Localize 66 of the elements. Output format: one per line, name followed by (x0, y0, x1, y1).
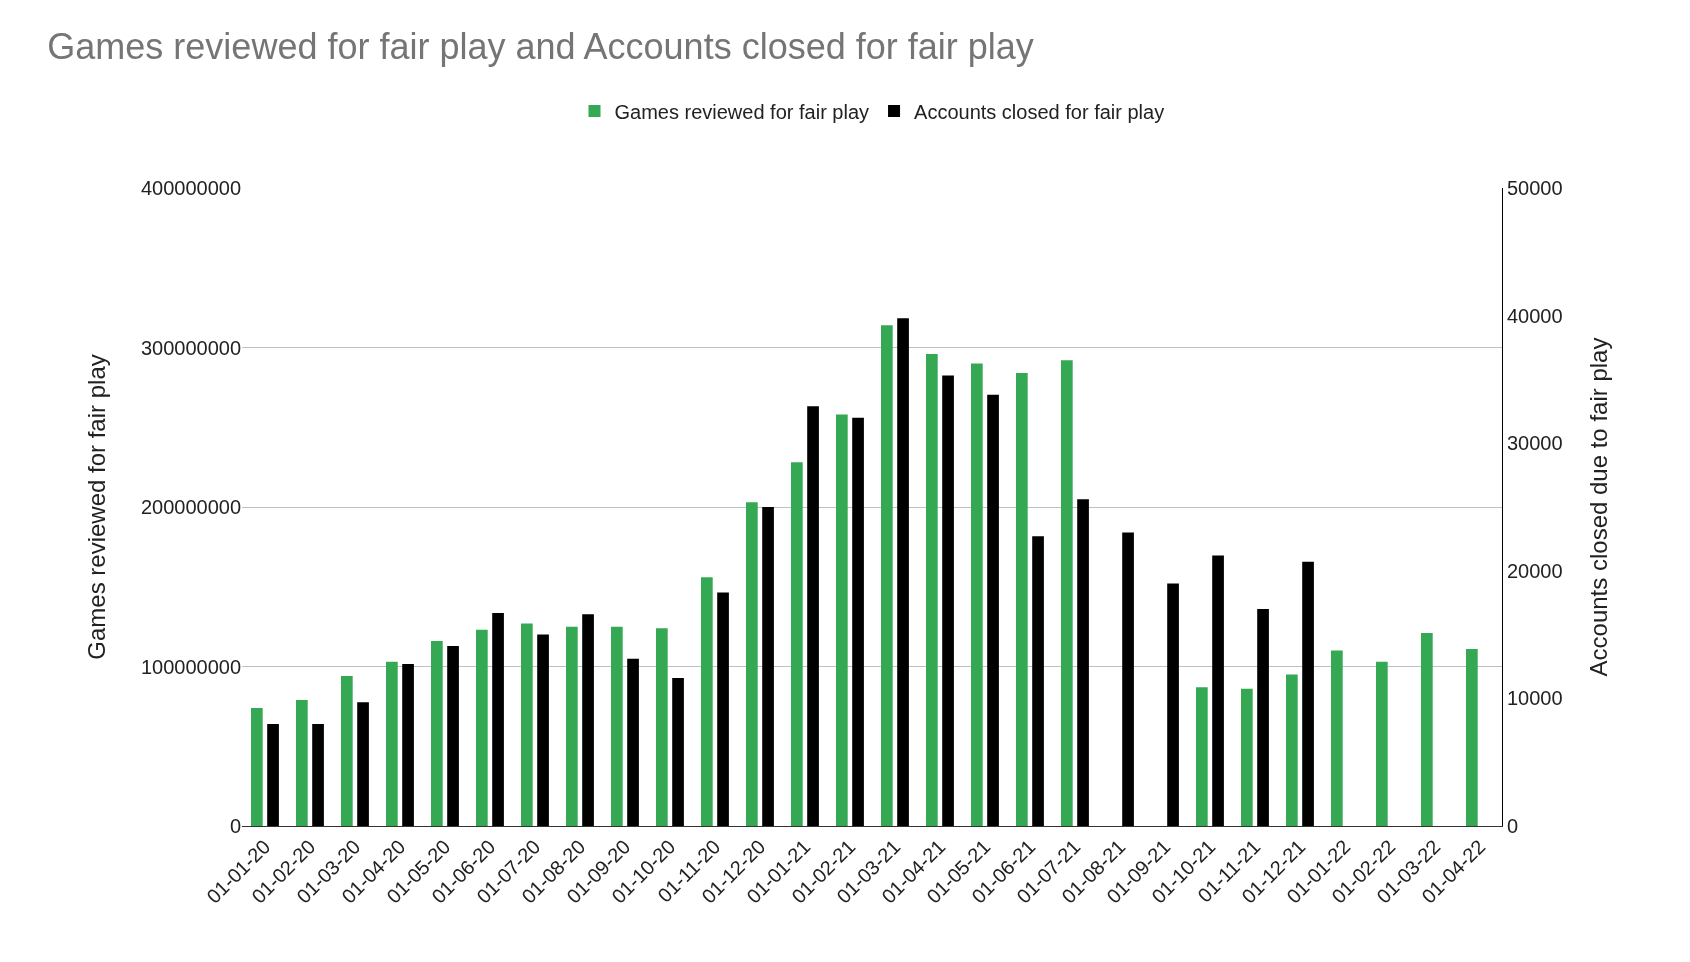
y-tick-label: 100000000 (140, 655, 241, 678)
bar (492, 612, 504, 826)
bar (942, 375, 954, 826)
bar (1061, 360, 1073, 826)
bar (1376, 661, 1388, 826)
bar (627, 658, 639, 826)
chart-title: Games reviewed for fair play and Accounts closed for fair play (47, 25, 1034, 67)
bar (296, 700, 308, 826)
bar (582, 614, 594, 826)
bar (1466, 648, 1478, 826)
bar (431, 640, 443, 826)
bar (611, 626, 623, 826)
y2-tick-label: 50000 (1507, 177, 1563, 199)
y-axis-title: Games reviewed for fair play (82, 354, 110, 660)
y-tick-label: 300000000 (140, 336, 241, 359)
legend-label: Accounts closed for fair play (914, 100, 1165, 123)
bar (341, 676, 353, 826)
bar (762, 507, 774, 826)
y2-tick-label: 10000 (1507, 687, 1563, 710)
y2-axis-title: Accounts closed due to fair play (1584, 337, 1612, 677)
bar (447, 646, 459, 826)
bar (537, 634, 549, 826)
bar (386, 661, 398, 826)
bar (656, 628, 668, 826)
bar (1196, 687, 1208, 826)
bar (852, 417, 864, 826)
bar (1077, 499, 1089, 826)
bar (1016, 373, 1028, 826)
bar (1241, 688, 1253, 826)
bar (267, 723, 279, 826)
bar (521, 623, 533, 826)
legend-label: Games reviewed for fair play (614, 100, 870, 123)
bar (566, 626, 578, 826)
bar (357, 702, 369, 826)
bar (312, 723, 324, 826)
bar (897, 318, 909, 826)
bar (1032, 536, 1044, 826)
y2-tick-label: 40000 (1507, 304, 1563, 327)
bar (672, 677, 684, 826)
bar (1122, 532, 1134, 826)
y2-tick-label: 0 (1507, 815, 1519, 837)
bar (971, 363, 983, 826)
bar (746, 502, 758, 826)
y-tick-label: 400000000 (140, 177, 241, 199)
bar (251, 707, 263, 826)
y-tick-label: 0 (229, 815, 241, 837)
bar (476, 629, 488, 826)
y2-tick-label: 30000 (1507, 432, 1563, 455)
bar (987, 394, 999, 826)
bar (881, 325, 893, 826)
bar (1302, 561, 1314, 826)
bar (701, 577, 713, 826)
bar (1331, 650, 1343, 826)
bar (1167, 583, 1179, 826)
bar (402, 663, 414, 826)
bar (807, 406, 819, 826)
bar (717, 592, 729, 826)
y-tick-label: 200000000 (140, 496, 241, 518)
bar (1257, 609, 1269, 826)
bar (791, 462, 803, 826)
y2-tick-label: 20000 (1507, 559, 1563, 582)
bar (836, 414, 848, 826)
bar (1286, 674, 1298, 826)
bar (1212, 555, 1224, 826)
bar (1421, 633, 1433, 826)
bar (926, 353, 938, 826)
